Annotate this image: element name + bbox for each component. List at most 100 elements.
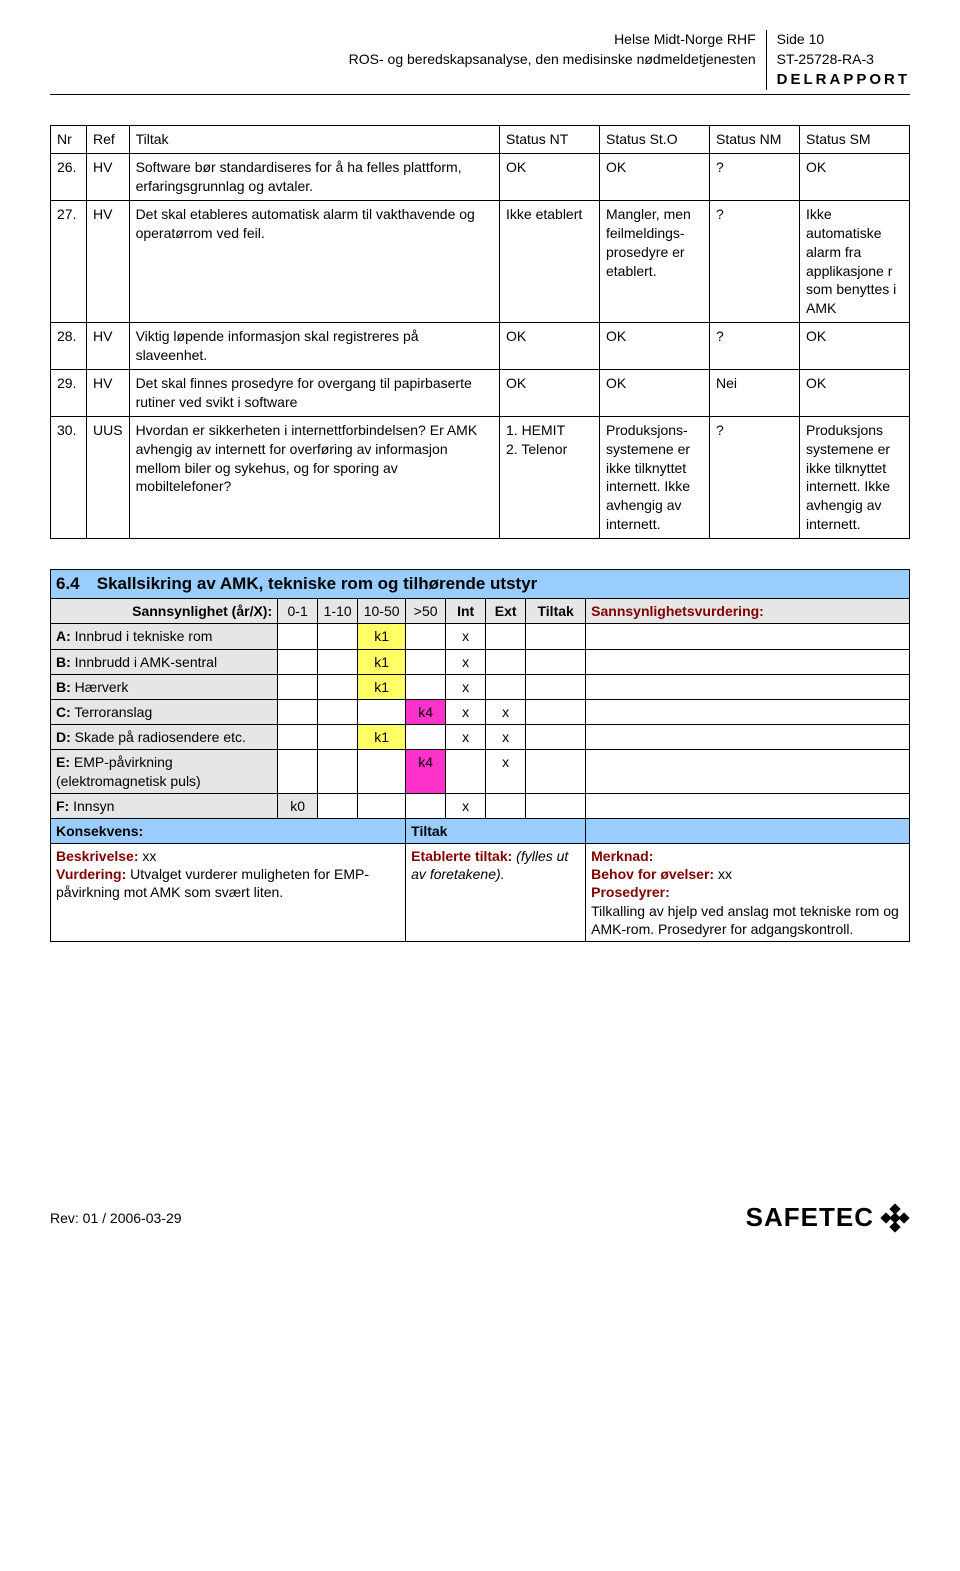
risk-row-label: D: Skade på radiosendere etc.: [51, 725, 278, 750]
risk-cell: x: [486, 699, 526, 724]
header-right: Side 10 ST-25728-RA-3 DELRAPPORT: [767, 30, 910, 90]
risk-cell: [318, 725, 358, 750]
risk-row: B: Innbrudd i AMK-sentralk1x: [51, 649, 910, 674]
cell-nt: Ikke etablert: [500, 200, 600, 322]
cell-nm: ?: [710, 154, 800, 201]
risk-row-label: F: Innsyn: [51, 793, 278, 818]
header-doc: ST-25728-RA-3: [777, 50, 910, 70]
risk-cell: [278, 624, 318, 649]
cell-tiltak: Viktig løpende informasjon skal registre…: [129, 323, 499, 370]
col-vurdering: Sannsynlighetsvurdering:: [586, 599, 910, 624]
risk-cell: [486, 649, 526, 674]
risk-cell: k4: [406, 750, 446, 793]
risk-cell: x: [486, 750, 526, 793]
page-header: Helse Midt-Norge RHF ROS- og beredskapsa…: [50, 30, 910, 95]
cell-nr: 26.: [51, 154, 87, 201]
risk-cell: [526, 624, 586, 649]
cell-nt: OK: [500, 154, 600, 201]
cell-sm: Produksjons systemene er ikke tilknyttet…: [800, 416, 910, 538]
section-title-text: Skallsikring av AMK, tekniske rom og til…: [97, 574, 538, 593]
cell-nt: OK: [500, 369, 600, 416]
cell-sto: Mangler, men feilmeldings-prosedyre er e…: [600, 200, 710, 322]
risk-cell: x: [446, 624, 486, 649]
cell-ref: UUS: [87, 416, 130, 538]
col-gt50: >50: [406, 599, 446, 624]
cell-sm: OK: [800, 323, 910, 370]
risk-cell: [526, 674, 586, 699]
risk-cell: [526, 699, 586, 724]
logo-icon: [880, 1203, 910, 1233]
risk-cell: x: [486, 725, 526, 750]
risk-row: E: EMP-påvirkning (elektromagnetisk puls…: [51, 750, 910, 793]
col-ext: Ext: [486, 599, 526, 624]
table-row: 26.HVSoftware bør standardiseres for å h…: [51, 154, 910, 201]
header-subtitle: ROS- og beredskapsanalyse, den medisinsk…: [349, 50, 756, 70]
cell-nr: 29.: [51, 369, 87, 416]
risk-cell: [358, 750, 406, 793]
section-title: 6.4 Skallsikring av AMK, tekniske rom og…: [51, 570, 910, 599]
risk-header-row: Sannsynlighet (år/X): 0-1 1-10 10-50 >50…: [51, 599, 910, 624]
page-footer: Rev: 01 / 2006-03-29 SAFETEC: [50, 1202, 910, 1233]
risk-cell: [486, 793, 526, 818]
risk-cell: k1: [358, 725, 406, 750]
risk-cell: [446, 750, 486, 793]
risk-row-label: B: Innbrudd i AMK-sentral: [51, 649, 278, 674]
col-1-10: 1-10: [318, 599, 358, 624]
col-0-1: 0-1: [278, 599, 318, 624]
risk-cell: k1: [358, 624, 406, 649]
risk-row: A: Innbrud i tekniske romk1x: [51, 624, 910, 649]
col-nm: Status NM: [710, 126, 800, 154]
risk-row-label: C: Terroranslag: [51, 699, 278, 724]
risk-cell: [586, 699, 910, 724]
risk-cell: [526, 793, 586, 818]
risk-cell: [358, 699, 406, 724]
risk-cell: [278, 750, 318, 793]
risk-cell: [318, 674, 358, 699]
col-int: Int: [446, 599, 486, 624]
cell-tiltak: Software bør standardiseres for å ha fel…: [129, 154, 499, 201]
safetec-logo: SAFETEC: [746, 1202, 910, 1233]
risk-cell: x: [446, 793, 486, 818]
risk-cell: [406, 674, 446, 699]
cell-nr: 28.: [51, 323, 87, 370]
risk-cell: [406, 793, 446, 818]
risk-table: 6.4 Skallsikring av AMK, tekniske rom og…: [50, 569, 910, 942]
section-num: 6.4: [56, 573, 92, 595]
risk-cell: [486, 674, 526, 699]
blank-blue: [586, 818, 910, 843]
risk-cell: [486, 624, 526, 649]
logo-part-b: TEC: [819, 1202, 874, 1232]
risk-row: B: Hærverkk1x: [51, 674, 910, 699]
header-left: Helse Midt-Norge RHF ROS- og beredskapsa…: [349, 30, 767, 90]
risk-cell: [586, 674, 910, 699]
table-row: 28.HVViktig løpende informasjon skal reg…: [51, 323, 910, 370]
risk-cell: [586, 793, 910, 818]
sannsynlighet-label: Sannsynlighet (år/X):: [51, 599, 278, 624]
risk-cell: [586, 624, 910, 649]
logo-part-a: SAFE: [746, 1202, 819, 1232]
col-nr: Nr: [51, 126, 87, 154]
risk-cell: [586, 649, 910, 674]
risk-cell: [318, 624, 358, 649]
cell-sto: Produksjons-systemene er ikke tilknyttet…: [600, 416, 710, 538]
beskrivelse-cell: Beskrivelse: xx Vurdering: Utvalget vurd…: [51, 844, 406, 942]
cell-sto: OK: [600, 323, 710, 370]
risk-cell: [586, 750, 910, 793]
tiltak-label: Tiltak: [406, 818, 586, 843]
risk-row: D: Skade på radiosendere etc. k1 xx: [51, 725, 910, 750]
risk-row-label: B: Hærverk: [51, 674, 278, 699]
cell-nt: 1. HEMIT 2. Telenor: [500, 416, 600, 538]
cell-nr: 30.: [51, 416, 87, 538]
risk-cell: [278, 725, 318, 750]
cell-nt: OK: [500, 323, 600, 370]
risk-cell: x: [446, 725, 486, 750]
header-org: Helse Midt-Norge RHF: [349, 30, 756, 50]
cell-sto: OK: [600, 154, 710, 201]
header-type: DELRAPPORT: [777, 69, 910, 90]
cell-ref: HV: [87, 154, 130, 201]
cell-tiltak: Hvordan er sikkerheten i internettforbin…: [129, 416, 499, 538]
risk-cell: [318, 750, 358, 793]
cell-tiltak: Det skal etableres automatisk alarm til …: [129, 200, 499, 322]
cell-nm: ?: [710, 416, 800, 538]
cell-tiltak: Det skal finnes prosedyre for overgang t…: [129, 369, 499, 416]
